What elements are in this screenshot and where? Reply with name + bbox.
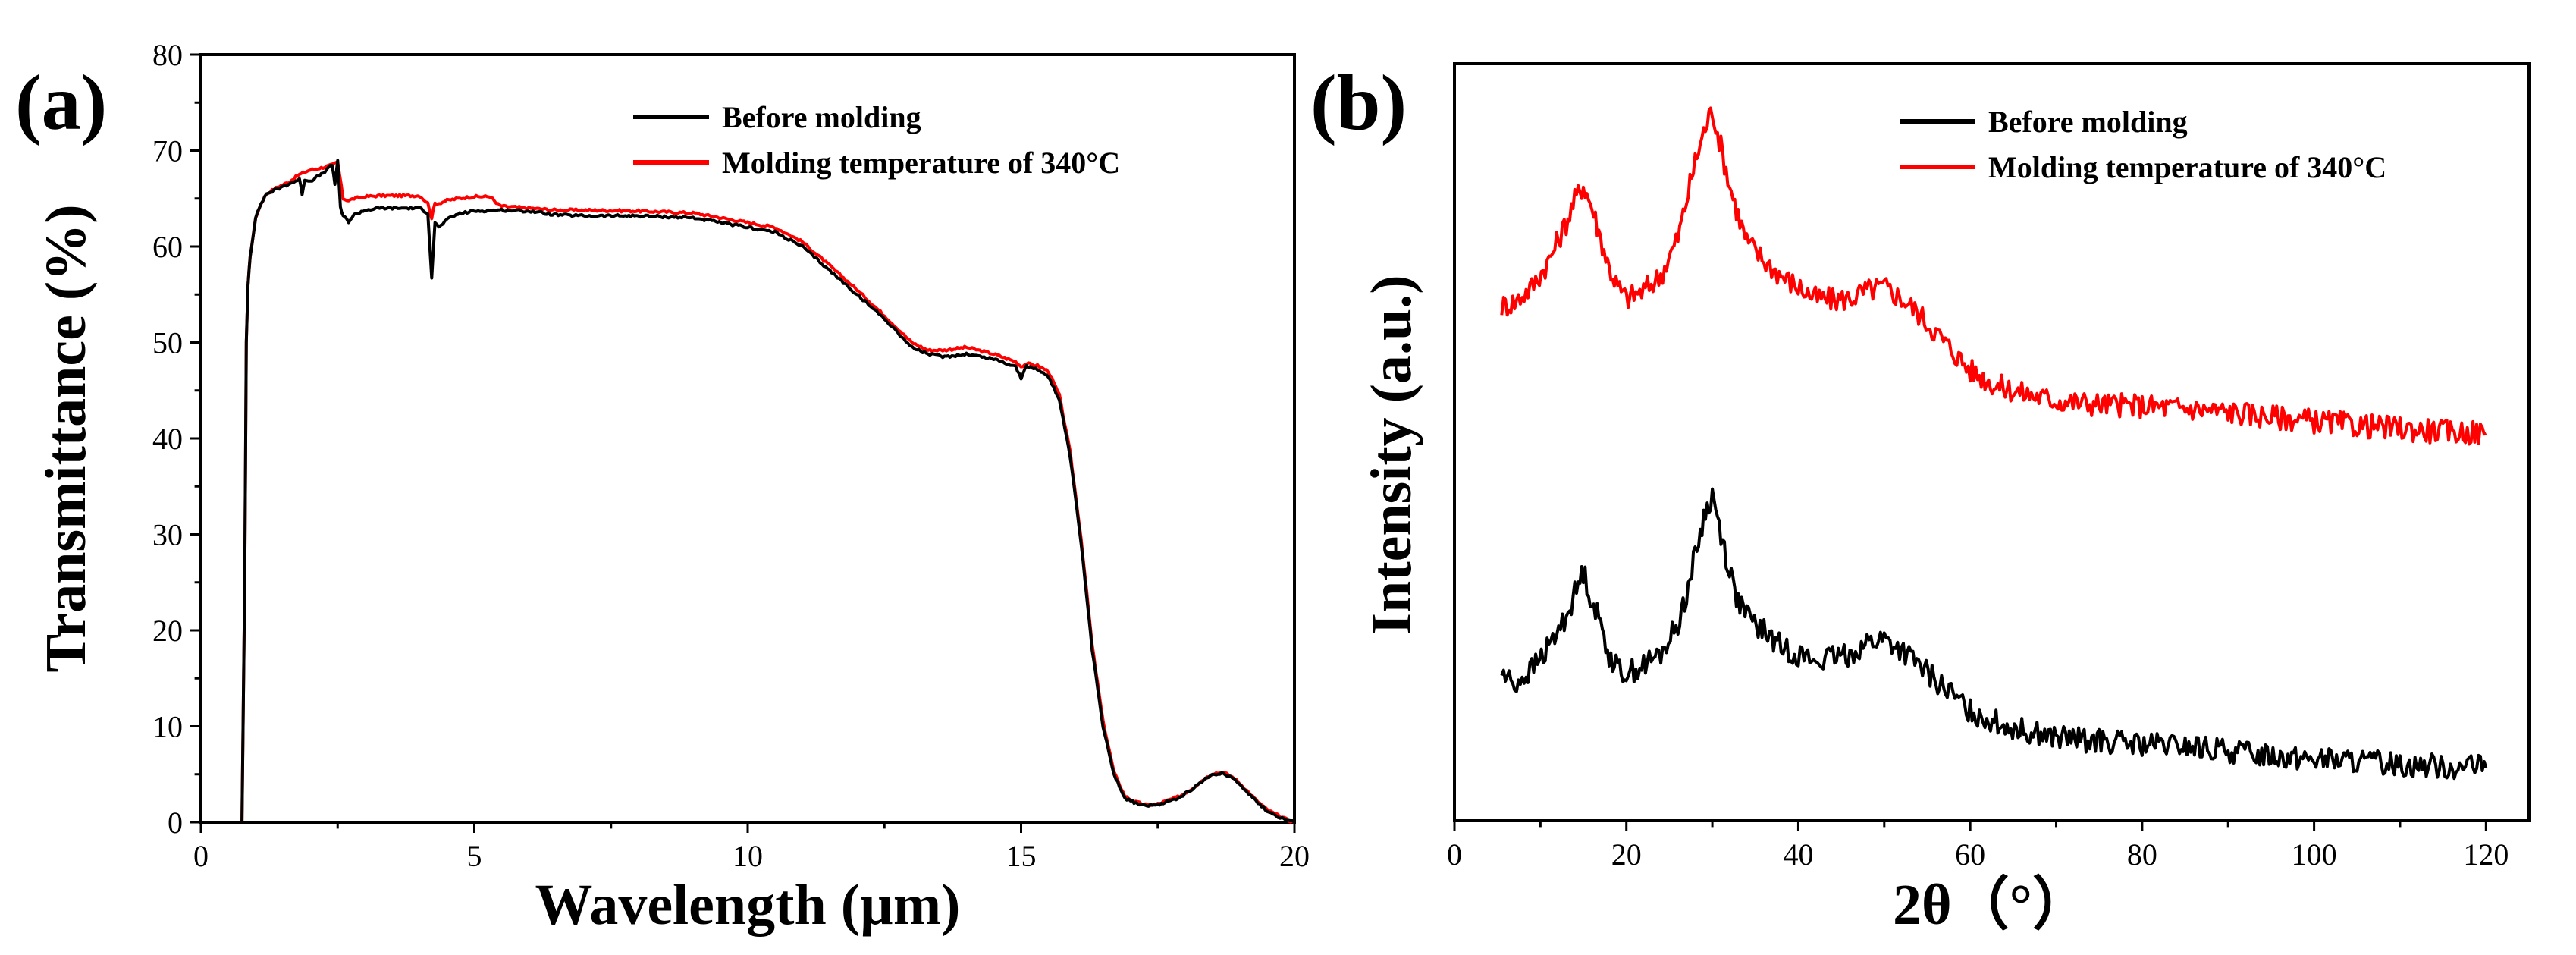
panel-a-legend-label-before: Before molding <box>722 100 921 134</box>
panel-a-x-axis-label: Wavelength (µm) <box>535 873 961 937</box>
y-tick-label: 0 <box>168 806 183 840</box>
panel-b-series-lines <box>1500 106 2488 781</box>
panel-b-legend-label-before: Before molding <box>1988 105 2188 139</box>
panel-a: (a) 0 5 10 15 20 0 10 20 30 40 50 60 70 80 Wavelengt… <box>15 38 1310 937</box>
panel-b-x-axis-label: 2θ（°） <box>1893 873 2090 937</box>
panel-b-legend: Before molding Molding temperature of 34… <box>1900 105 2386 184</box>
y-tick-label: 20 <box>152 614 183 648</box>
y-tick-label: 10 <box>152 710 183 744</box>
panel-a-series-lines <box>240 159 1296 824</box>
panel-b: (b) 0 20 40 60 80 100 120 2θ（°） Intensity (a.u… <box>1310 59 2531 937</box>
y-tick-label: 80 <box>152 38 183 72</box>
x-tick-label: 80 <box>2127 837 2157 872</box>
y-tick-label: 30 <box>152 518 183 552</box>
y-tick-label: 70 <box>152 134 183 168</box>
series-line-before-molding <box>1500 487 2488 781</box>
x-tick-label: 15 <box>1006 839 1037 873</box>
panel-a-label: (a) <box>15 59 107 146</box>
panel-a-legend: Before molding Molding temperature of 34… <box>633 100 1120 180</box>
x-tick-label: 10 <box>733 839 763 873</box>
x-tick-label: 120 <box>2463 837 2509 872</box>
y-tick-label: 50 <box>152 326 183 360</box>
x-tick-label: 5 <box>467 839 482 873</box>
y-tick-label: 60 <box>152 230 183 264</box>
x-tick-label: 0 <box>1447 837 1462 872</box>
panel-b-x-ticks: 0 20 40 60 80 100 120 <box>1447 821 2509 872</box>
panel-a-y-ticks: 0 10 20 30 40 50 60 70 80 <box>152 38 201 840</box>
panel-b-label: (b) <box>1310 59 1407 146</box>
panel-a-legend-label-340: Molding temperature of 340°C <box>722 146 1120 180</box>
series-line-molding-340c <box>1500 106 2487 446</box>
x-tick-label: 20 <box>1611 837 1642 872</box>
panel-b-plot-frame <box>1453 62 2531 822</box>
panel-b-y-axis-label: Intensity (a.u.) <box>1360 275 1423 635</box>
x-tick-label: 0 <box>193 839 209 873</box>
y-tick-label: 40 <box>152 422 183 456</box>
x-tick-label: 100 <box>2292 837 2337 872</box>
panel-a-x-ticks: 0 5 10 15 20 <box>193 822 1310 873</box>
series-line-molding-340c <box>240 160 1296 824</box>
panel-a-y-axis-label: Transmittance (%) <box>34 204 98 672</box>
x-tick-label: 20 <box>1279 839 1310 873</box>
x-tick-label: 60 <box>1955 837 1985 872</box>
panel-b-legend-label-340: Molding temperature of 340°C <box>1988 150 2386 184</box>
series-line-before-molding <box>240 159 1296 824</box>
x-tick-label: 40 <box>1783 837 1813 872</box>
